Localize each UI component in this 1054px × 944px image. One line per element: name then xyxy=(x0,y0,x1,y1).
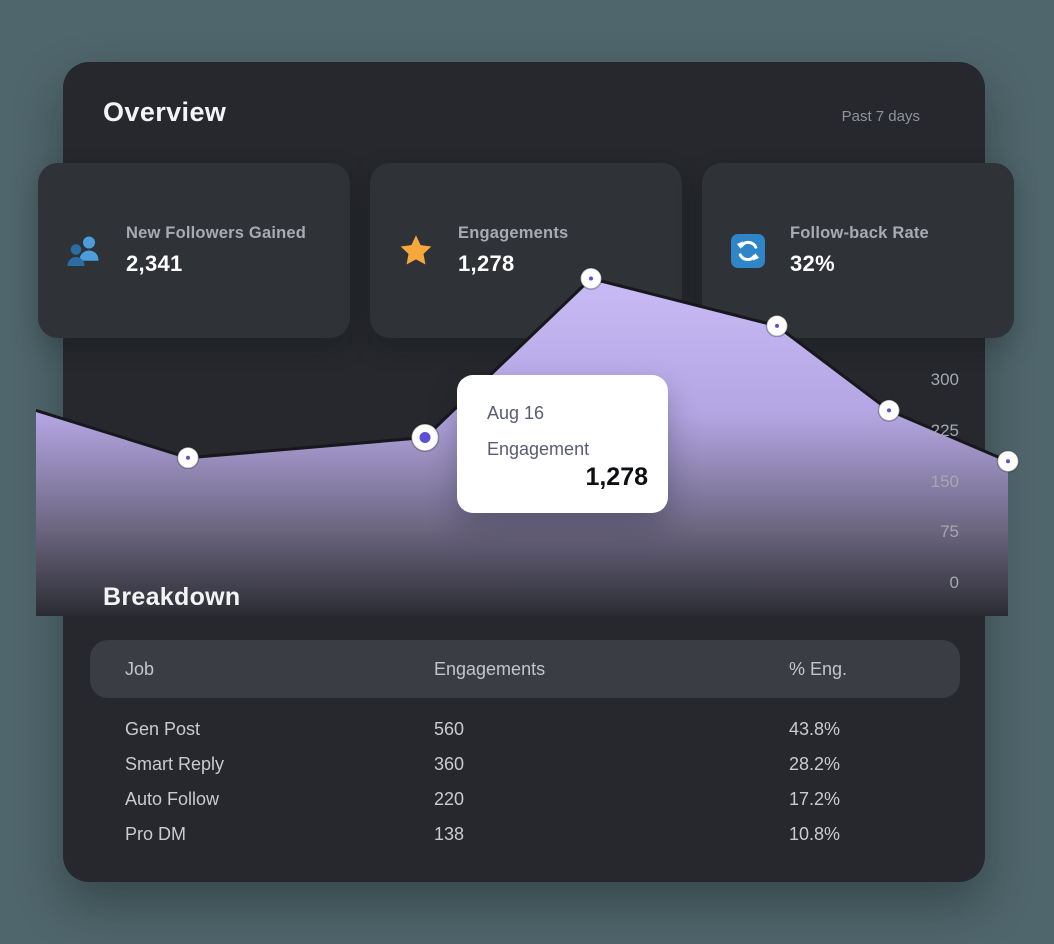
page-title: Overview xyxy=(103,97,227,127)
stat-card-new-followers: New Followers Gained 2,341 xyxy=(38,163,350,338)
table-cell-pct: 43.8% xyxy=(789,719,841,739)
stat-label: New Followers Gained xyxy=(126,224,307,242)
data-point-dot xyxy=(419,432,431,443)
tooltip-value: 1,278 xyxy=(585,463,648,491)
table-cell-pct: 28.2% xyxy=(789,754,841,774)
column-header-job: Job xyxy=(125,659,155,679)
data-point-dot xyxy=(887,408,891,413)
chart-tooltip: Aug 16 Engagement 1,278 xyxy=(457,375,668,513)
table-cell-pct: 10.8% xyxy=(789,824,841,844)
table-cell-job: Smart Reply xyxy=(125,754,225,774)
engagement-area-chart[interactable] xyxy=(0,0,1054,616)
period-selector[interactable]: Past 7 days xyxy=(841,108,920,125)
table-row: Smart Reply 360 28.2% xyxy=(90,747,960,782)
stat-value: 32% xyxy=(790,251,835,276)
table-row: Pro DM 138 10.8% xyxy=(90,817,960,852)
breakdown-table-header: Job Engagements % Eng. xyxy=(90,640,960,698)
stat-label: Engagements xyxy=(458,224,569,242)
table-row: Gen Post 560 43.8% xyxy=(90,712,960,747)
stat-card-followback-rate: Follow-back Rate 32% xyxy=(702,163,1014,338)
table-cell-engagements: 360 xyxy=(434,754,465,774)
table-cell-engagements: 220 xyxy=(434,789,465,809)
table-cell-job: Gen Post xyxy=(125,719,201,739)
data-point-dot xyxy=(186,455,190,460)
column-header-pct: % Eng. xyxy=(789,659,848,679)
tooltip-label: Engagement xyxy=(487,439,590,459)
data-point-dot xyxy=(775,323,779,328)
data-point-dot xyxy=(1006,459,1010,464)
breakdown-table-body: Gen Post 560 43.8% Smart Reply 360 28.2% Auto … xyxy=(90,712,960,852)
table-cell-pct: 17.2% xyxy=(789,789,841,809)
breakdown-title: Breakdown xyxy=(103,583,241,611)
star-icon xyxy=(398,233,434,269)
table-row: Auto Follow 220 17.2% xyxy=(90,782,960,817)
refresh-icon xyxy=(730,233,766,269)
table-cell-job: Auto Follow xyxy=(125,789,220,809)
stat-label: Follow-back Rate xyxy=(790,224,929,242)
data-point-dot xyxy=(589,276,593,281)
column-header-engagements: Engagements xyxy=(434,659,546,679)
stat-value: 1,278 xyxy=(458,251,515,276)
tooltip-date: Aug 16 xyxy=(487,403,545,423)
people-icon xyxy=(66,233,102,269)
table-cell-engagements: 560 xyxy=(434,719,465,739)
stat-value: 2,341 xyxy=(126,251,183,276)
table-cell-engagements: 138 xyxy=(434,824,465,844)
table-cell-job: Pro DM xyxy=(125,824,187,844)
